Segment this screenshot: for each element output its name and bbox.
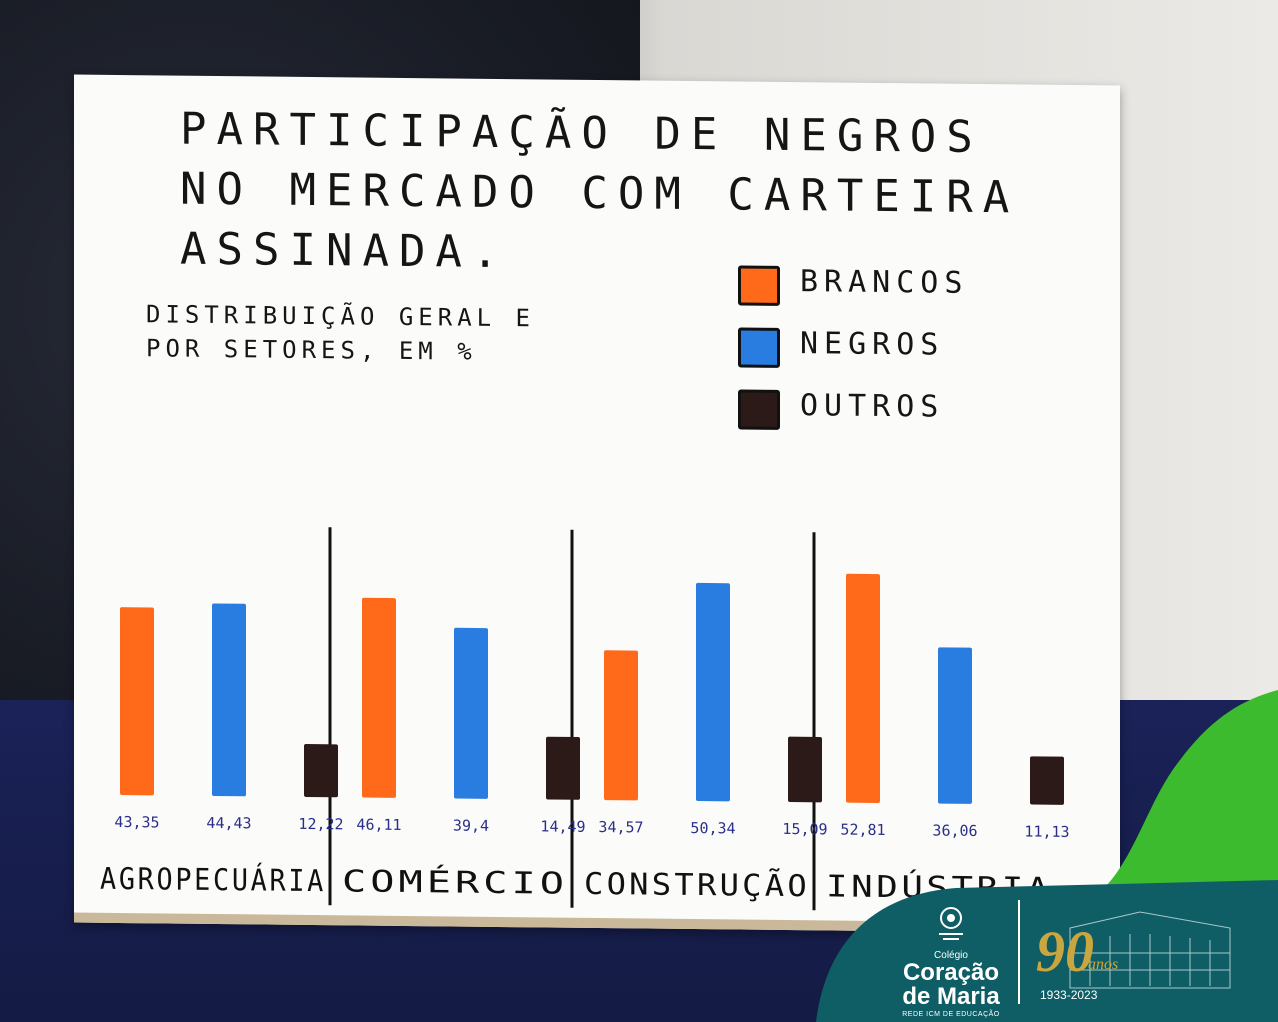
chart-subtitle: DISTRIBUIÇÃO GERAL E POR SETORES, EM % [146,300,535,366]
bar-chart-svg: 43,35 44,43 12,22 AGROPECUÁRIA 46,11 39,4 14,4… [100,527,1070,911]
logo-divider [1018,900,1020,1004]
chart-title: PARTICIPAÇÃO DE NEGROS NO MERCADO COM CA… [180,103,1020,279]
bar-outros-industria [1030,756,1064,805]
legend-item-brancos: BRANCOS [738,259,1038,324]
logo-name-line1: Coração [902,959,1000,986]
data-label-outros-industria: 11,13 [1024,822,1069,840]
building-illustration-icon [1069,911,1231,989]
data-label-negros-construcao: 50,34 [690,819,735,837]
data-label-negros-comercio: 39,4 [453,816,489,834]
logo-colegio: Colégio [934,950,968,961]
category-label-construcao: CONSTRUÇÃO [584,866,810,904]
legend-swatch-negros [738,327,780,368]
data-label-outros-construcao: 15,09 [782,820,827,838]
data-label-brancos-industria: 52,81 [840,821,885,839]
logo-network: REDE ICM DE EDUCAÇÃO [902,1011,1000,1018]
logo-name-line2: de Maria [902,983,1000,1010]
legend-swatch-outros [738,389,780,430]
legend-swatch-brancos [738,265,780,306]
anniversary-word: anos [1088,956,1119,973]
school-logo: Colégio Coração de Maria REDE ICM DE EDU… [876,950,1026,1018]
bar-outros-comercio [546,736,580,800]
legend-label-negros: NEGROS [800,326,945,363]
anniversary-years: 1933-2023 [1040,988,1098,1002]
data-label-brancos-construcao: 34,57 [598,818,643,836]
bar-negros-agropecuaria [212,603,246,797]
poster-board: PARTICIPAÇÃO DE NEGROS NO MERCADO COM CA… [74,74,1120,934]
category-label-agropecuaria: AGROPECUÁRIA [100,861,326,899]
data-label-outros-comercio: 14,49 [540,817,585,835]
data-label-negros-agropecuaria: 44,43 [206,814,251,832]
bar-negros-industria [938,647,972,804]
data-label-brancos-agropecuaria: 43,35 [114,813,159,831]
legend-label-outros: OUTROS [800,388,945,425]
school-crest-icon [939,907,963,940]
bar-brancos-comercio [362,597,396,798]
bar-outros-construcao [788,736,822,803]
legend-item-outros: OUTROS [738,383,1038,448]
legend: BRANCOS NEGROS OUTROS [738,259,1038,448]
bar-negros-comercio [454,627,488,799]
category-label-comercio: COMÉRCIO [342,863,568,901]
data-label-negros-industria: 36,06 [932,822,977,840]
data-label-outros-agropecuaria: 12,22 [298,815,343,833]
bar-brancos-construcao [604,650,638,801]
green-wave-decoration [1070,690,1278,910]
anniversary-number: 90 [1036,919,1094,984]
bar-brancos-agropecuaria [120,607,154,796]
legend-label-brancos: BRANCOS [800,264,969,301]
legend-item-negros: NEGROS [738,321,1038,386]
data-label-brancos-comercio: 46,11 [356,815,401,833]
bar-negros-construcao [696,582,730,802]
bar-outros-agropecuaria [304,743,338,798]
bar-brancos-industria [846,573,880,803]
bar-chart: 43,35 44,43 12,22 AGROPECUÁRIA 46,11 39,4 14,4… [74,515,1120,924]
